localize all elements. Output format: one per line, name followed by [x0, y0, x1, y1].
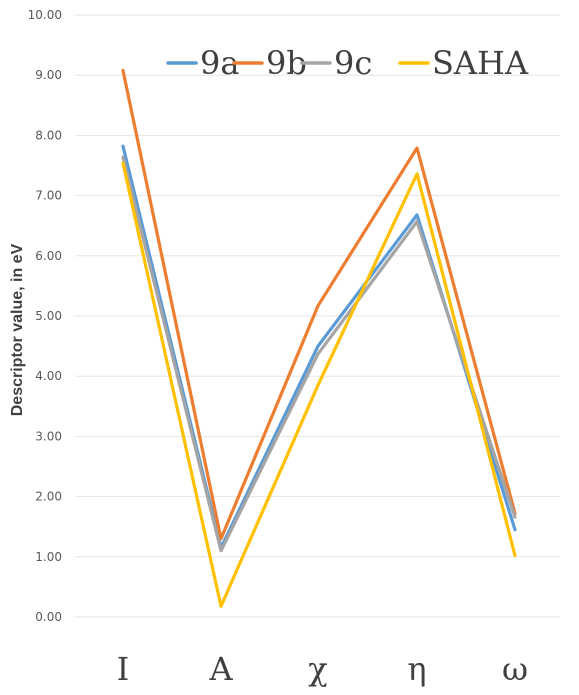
y-tick-label: 9.00 [35, 68, 62, 82]
x-category-label: χ [308, 650, 327, 688]
y-tick-label: 5.00 [35, 309, 62, 323]
y-tick-label: 2.00 [35, 490, 62, 504]
y-tick-label: 4.00 [35, 369, 62, 383]
x-category-label: η [407, 650, 426, 688]
series-line-9c [121, 155, 517, 553]
grid-layer [75, 14, 560, 618]
x-category-label: I [117, 650, 130, 688]
legend-label-9b: 9b [266, 44, 307, 82]
y-tick-label: 7.00 [35, 189, 62, 203]
legend-label-saha: SAHA [432, 44, 529, 82]
y-axis-label: Descriptor value, in eV [9, 243, 26, 416]
y-tick-label: 8.00 [35, 128, 62, 142]
series-line-saha [121, 161, 517, 608]
y-tick-label: 10.00 [28, 8, 62, 22]
x-category-label: ω [502, 650, 528, 688]
series-line-9b [121, 68, 517, 541]
legend-label-9c: 9c [334, 44, 372, 82]
y-tick-labels: 0.00 1.00 2.00 3.00 4.00 5.00 6.00 7.00 8.00 9.00… [28, 8, 62, 624]
x-category-label: A [208, 650, 233, 688]
legend: 9a 9b 9c SAHA [166, 44, 529, 82]
y-tick-label: 3.00 [35, 429, 62, 443]
y-tick-label: 6.00 [35, 249, 62, 263]
y-tick-label: 1.00 [35, 550, 62, 564]
y-tick-label: 0.00 [35, 610, 62, 624]
series-lines [121, 68, 517, 608]
